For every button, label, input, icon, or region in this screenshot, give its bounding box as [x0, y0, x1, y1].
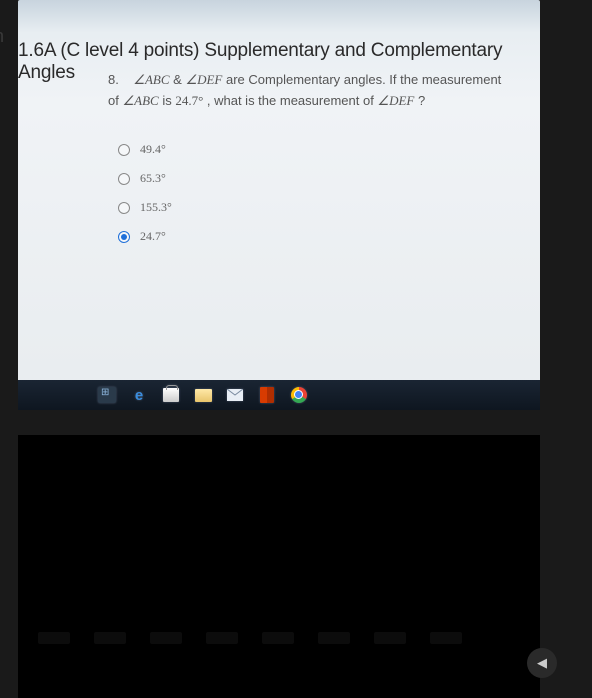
nav-back-button[interactable]: ◀ [527, 648, 557, 678]
file-explorer-icon[interactable] [194, 386, 212, 404]
angle-abc-2: ∠ABC [122, 93, 158, 108]
angle-def-2: ∠DEF [377, 93, 414, 108]
background-dim-text: An [0, 26, 4, 47]
photo-frame: 1.6A (C level 4 points) Supplementary an… [18, 0, 540, 698]
question-conj: & [173, 72, 185, 87]
question-part-d: ? [418, 93, 425, 108]
option-c[interactable]: 155.3° [118, 200, 172, 215]
given-angle-value: 24.7° [175, 93, 203, 108]
option-label: 49.4° [140, 142, 166, 157]
option-label: 24.7° [140, 229, 166, 244]
below-screen-region [18, 435, 540, 698]
screen-area: 1.6A (C level 4 points) Supplementary an… [18, 0, 540, 410]
angle-abc-1: ∠ABC [133, 72, 169, 87]
question-text: 8. ∠ABC & ∠DEF are Complementary angles.… [108, 70, 508, 112]
faint-bottom-row [8, 632, 548, 650]
chrome-icon[interactable] [290, 386, 308, 404]
option-d[interactable]: 24.7° [118, 229, 172, 244]
radio-icon [118, 231, 130, 243]
angle-def-1: ∠DEF [185, 72, 222, 87]
radio-icon [118, 144, 130, 156]
chevron-left-icon: ◀ [537, 655, 547, 671]
task-view-icon[interactable] [98, 387, 116, 403]
answer-options: 49.4° 65.3° 155.3° 24.7° [118, 142, 172, 258]
option-b[interactable]: 65.3° [118, 171, 172, 186]
radio-icon [118, 202, 130, 214]
office-icon[interactable] [258, 386, 276, 404]
mail-icon[interactable] [226, 386, 244, 404]
radio-icon [118, 173, 130, 185]
question-part-b: is [162, 93, 175, 108]
question-number: 8. [108, 72, 119, 87]
question-part-c: , what is the measurement of [207, 93, 378, 108]
store-icon[interactable] [162, 386, 180, 404]
windows-taskbar: e [18, 380, 540, 410]
option-a[interactable]: 49.4° [118, 142, 172, 157]
option-label: 65.3° [140, 171, 166, 186]
option-label: 155.3° [140, 200, 172, 215]
edge-icon[interactable]: e [130, 386, 148, 404]
